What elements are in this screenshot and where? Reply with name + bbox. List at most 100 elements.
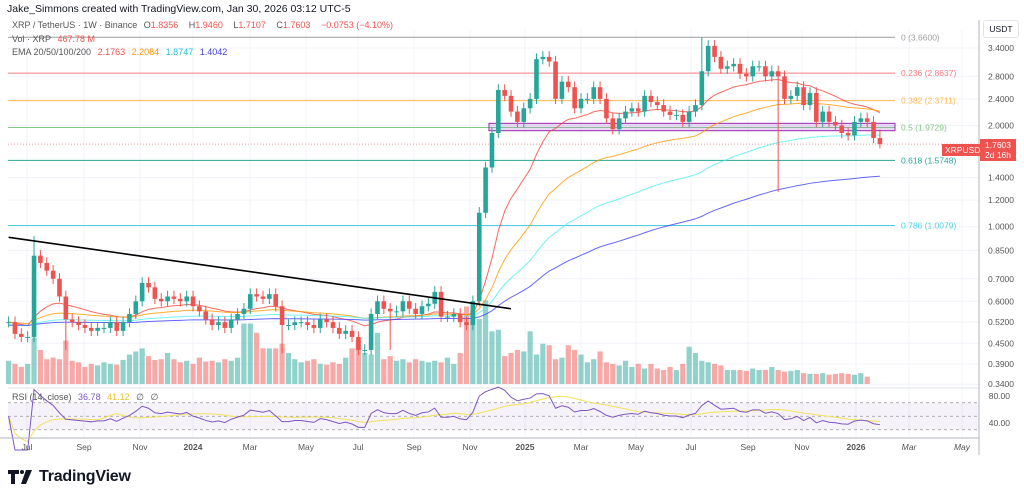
- candle-body: [267, 294, 272, 299]
- volume-bar: [540, 343, 546, 384]
- volume-bar: [654, 368, 660, 384]
- candle-body: [241, 308, 247, 314]
- candle-body: [279, 306, 285, 326]
- candle-body: [686, 111, 692, 122]
- candle-body: [591, 87, 597, 99]
- candle-body: [623, 111, 628, 119]
- currency-unit-button[interactable]: USDT: [983, 20, 1019, 38]
- candle: [178, 293, 183, 307]
- ema-legend[interactable]: EMA 20/50/100/200 2.1763 2.2084 1.8747 1…: [12, 47, 231, 57]
- candle: [534, 53, 539, 105]
- candle: [267, 288, 272, 305]
- candle-body: [845, 132, 851, 136]
- candle-body: [343, 330, 348, 334]
- candle: [356, 331, 361, 356]
- candle-body: [699, 71, 705, 106]
- candle: [814, 87, 819, 128]
- rsi-tick-label: 80.00: [989, 391, 1011, 401]
- candle: [235, 308, 240, 325]
- volume-bar: [851, 374, 858, 384]
- candle: [82, 319, 88, 334]
- tradingview-logo[interactable]: TradingView: [8, 468, 131, 486]
- volume-bar: [502, 356, 508, 384]
- candle-body: [171, 296, 177, 299]
- candle: [139, 277, 145, 307]
- candle: [222, 316, 228, 334]
- candle: [324, 313, 329, 328]
- candle-body: [298, 322, 304, 324]
- candle: [801, 81, 806, 111]
- volume-bar: [711, 363, 718, 384]
- candle: [839, 119, 845, 139]
- candle: [756, 60, 762, 72]
- candle-body: [387, 308, 393, 312]
- candle-body: [317, 319, 323, 328]
- candle: [578, 93, 584, 114]
- candle: [438, 286, 444, 322]
- volume-bar: [31, 337, 37, 384]
- symbol-name[interactable]: XRP / TetherUS · 1W · Binance: [12, 20, 138, 30]
- candle: [788, 90, 794, 105]
- candle: [228, 313, 234, 334]
- volume-bar: [737, 370, 743, 384]
- candle: [38, 249, 43, 269]
- candle-body: [133, 301, 139, 314]
- candle-body: [483, 167, 488, 213]
- volume-bar: [521, 351, 527, 384]
- candle-body: [356, 336, 361, 350]
- volume-bar: [661, 370, 667, 384]
- time-tick-label: May: [298, 442, 315, 452]
- candle: [419, 300, 425, 320]
- candle-body: [585, 98, 590, 100]
- candle: [763, 60, 768, 82]
- candle: [273, 288, 279, 312]
- volume-bar: [559, 357, 565, 384]
- volume-bar: [126, 354, 133, 384]
- candle-body: [337, 327, 342, 334]
- candle-body: [419, 306, 425, 314]
- rsi-legend[interactable]: RSI (14, close) 36.78 41.12 ∅ ∅: [12, 392, 162, 403]
- candle-body: [674, 114, 679, 116]
- candle-body: [381, 301, 387, 309]
- candle-body: [610, 118, 616, 130]
- candle-body: [559, 81, 565, 99]
- volume-bar: [285, 353, 292, 384]
- volume-bar: [629, 366, 635, 384]
- volume-bar: [406, 362, 412, 384]
- volume-bar: [527, 331, 533, 384]
- volume-bar: [228, 360, 234, 384]
- last-price: 1.7603: [985, 140, 1011, 150]
- volume-bar: [718, 365, 724, 384]
- volume-bar: [457, 353, 463, 384]
- candle: [457, 308, 463, 328]
- volume-bar: [152, 359, 158, 384]
- candle: [724, 60, 730, 74]
- volume-legend[interactable]: Vol · XRP 467.78 M: [12, 34, 99, 44]
- open-label: O: [143, 20, 151, 30]
- candle-body: [775, 71, 781, 77]
- support-zone: [488, 122, 896, 132]
- candle: [572, 81, 577, 114]
- candle: [705, 40, 711, 77]
- candle-body: [877, 138, 883, 145]
- candle: [642, 90, 647, 117]
- candle-body: [457, 313, 463, 323]
- candle: [381, 295, 387, 314]
- candle: [877, 129, 883, 149]
- tradingview-logo-icon: [8, 470, 32, 484]
- volume-bar: [756, 370, 762, 384]
- candle: [826, 105, 832, 128]
- volume-bar: [572, 349, 578, 384]
- volume-bar: [813, 373, 819, 384]
- volume-bar: [330, 362, 336, 384]
- candle-body: [508, 95, 514, 112]
- candle-body: [203, 311, 209, 320]
- close-label: C: [276, 20, 283, 30]
- low-label: L: [233, 20, 239, 30]
- volume-bar: [724, 370, 730, 384]
- candle-body: [426, 303, 431, 307]
- time-tick-label: May: [628, 442, 645, 452]
- volume-bar: [642, 368, 648, 384]
- candle: [527, 93, 533, 114]
